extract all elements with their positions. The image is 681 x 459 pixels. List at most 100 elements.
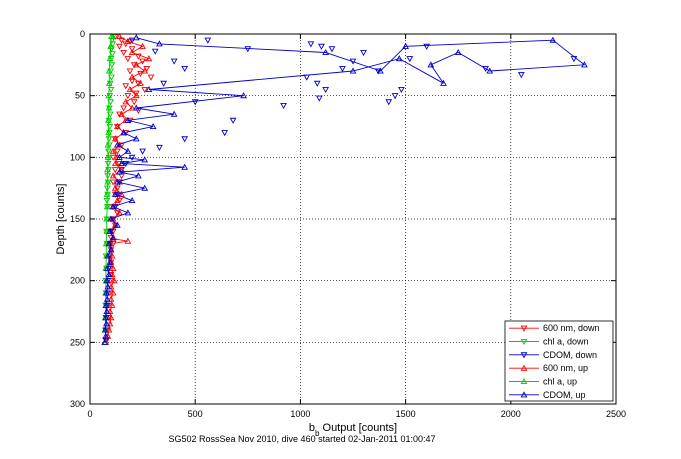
series-5-point-43 <box>349 67 357 74</box>
series-0-point-5 <box>128 46 136 53</box>
series-2-point-25 <box>181 66 189 73</box>
series-1-point-18 <box>105 136 113 143</box>
y-tick-label-0: 0 <box>80 29 85 39</box>
series-3-point-14 <box>108 252 116 259</box>
y-axis-label: Depth [counts] <box>55 184 67 255</box>
series-5-point-54 <box>156 40 163 47</box>
series-4-point-11 <box>103 203 111 210</box>
series-3-point-36 <box>113 122 121 130</box>
series-0-point-20 <box>124 93 132 100</box>
series-4-point-25 <box>108 32 115 39</box>
series-3-point-10 <box>110 277 118 284</box>
series-5-point-33 <box>124 147 132 154</box>
series-5-point-16 <box>105 240 113 247</box>
series-5-point-50 <box>549 36 557 43</box>
series-5-point-2 <box>101 326 109 333</box>
series-5-point-35 <box>132 135 140 142</box>
series-3-point-32 <box>109 147 117 154</box>
series-3-point-11 <box>108 270 116 278</box>
x-tick-label-2: 1000 <box>290 409 310 419</box>
series-4-point-13 <box>104 178 112 185</box>
series-3-point-46 <box>132 61 140 68</box>
series-5-point-40 <box>132 104 140 111</box>
series-5-point-45 <box>440 79 447 86</box>
series-2-point-22 <box>570 56 578 63</box>
y-tick-label-3: 150 <box>70 214 85 224</box>
series-2-point-31 <box>156 144 163 151</box>
series-5-point-24 <box>111 190 119 197</box>
series-5-point-4 <box>102 314 109 321</box>
series-3-point-48 <box>128 48 136 56</box>
series-5-point-3 <box>103 320 110 327</box>
series-5-point-51 <box>402 42 409 49</box>
series-2-point-0 <box>128 37 136 44</box>
series-2-point-28 <box>229 117 237 124</box>
legend-swatch-marker-4 <box>520 377 528 385</box>
series-0-point-18 <box>141 86 149 94</box>
series-5-point-0 <box>101 338 109 345</box>
legend-label-1: chl a, down <box>543 337 589 347</box>
series-3-point-50 <box>124 37 132 44</box>
series-0-point-17 <box>122 83 130 90</box>
series-5-point-14 <box>104 252 112 259</box>
legend-label-3: 600 nm, up <box>543 363 588 373</box>
series-1-point-10 <box>107 86 115 94</box>
series-5 <box>101 34 588 345</box>
series-2-point-21 <box>517 72 525 79</box>
series-3-point-34 <box>111 135 119 142</box>
y-tick-label-4: 200 <box>70 276 85 286</box>
series-5-point-41 <box>240 92 247 99</box>
series-3-point-18 <box>109 235 117 242</box>
series-1-point-6 <box>108 62 116 69</box>
series-5-point-27 <box>135 172 142 179</box>
series-5-point-6 <box>102 301 110 308</box>
series-5-point-44 <box>395 55 403 62</box>
series-5-point-5 <box>103 307 111 315</box>
legend-swatch-marker-5 <box>520 391 528 398</box>
axis-ticks: 0 500 1000 1500 2000 2500 0 50 100 150 200 250 300 <box>70 29 626 419</box>
series-0-point-15 <box>128 78 136 85</box>
series-5-point-52 <box>376 67 384 74</box>
series-1-point-3 <box>108 46 115 53</box>
series-2-point-18 <box>406 56 414 63</box>
series-5-point-22 <box>109 203 117 210</box>
series-4-point-23 <box>106 55 114 62</box>
x-axis-label: bb Output [counts] <box>309 422 397 438</box>
series-3-point-9 <box>107 283 115 290</box>
series-1-point-4 <box>108 51 116 58</box>
series-2-point-9 <box>315 95 323 102</box>
series-2-point-2 <box>244 46 252 53</box>
series-0-point-6 <box>120 49 128 57</box>
series-2-point-7 <box>313 80 321 87</box>
series-2-point-30 <box>181 136 189 143</box>
series-1-point-9 <box>106 80 114 87</box>
series-1-point-20 <box>105 148 112 155</box>
series-4-point-19 <box>105 104 113 111</box>
legend-swatch-marker-0 <box>520 325 528 332</box>
series-5-point-1 <box>102 332 110 339</box>
series-2-point-17 <box>398 86 405 94</box>
series-5-point-47 <box>454 48 462 56</box>
series-2-point-26 <box>160 80 168 87</box>
series-5-point-28 <box>116 168 123 175</box>
x-tick-label-0: 0 <box>87 409 92 419</box>
y-tick-label-2: 100 <box>70 152 85 162</box>
series-3-point-26 <box>111 184 119 191</box>
series-5-point-11 <box>105 270 113 278</box>
series-5-point-12 <box>103 264 111 271</box>
series-0-point-30 <box>113 148 121 155</box>
series-5-point-48 <box>486 67 494 74</box>
y-tick-label-6: 300 <box>70 399 85 409</box>
series-5-point-15 <box>107 246 115 253</box>
series-5-point-36 <box>120 129 128 136</box>
series-3-point-5 <box>106 307 114 315</box>
series-4-point-15 <box>104 153 112 160</box>
series-3-point-44 <box>128 73 136 80</box>
series-2 <box>102 37 578 344</box>
series-2-point-8 <box>322 86 330 94</box>
series-5-point-7 <box>103 295 111 302</box>
x-axis-label-subscript: b <box>315 429 320 438</box>
series-2-point-16 <box>385 99 393 106</box>
legend-swatch-marker-3 <box>520 364 528 371</box>
